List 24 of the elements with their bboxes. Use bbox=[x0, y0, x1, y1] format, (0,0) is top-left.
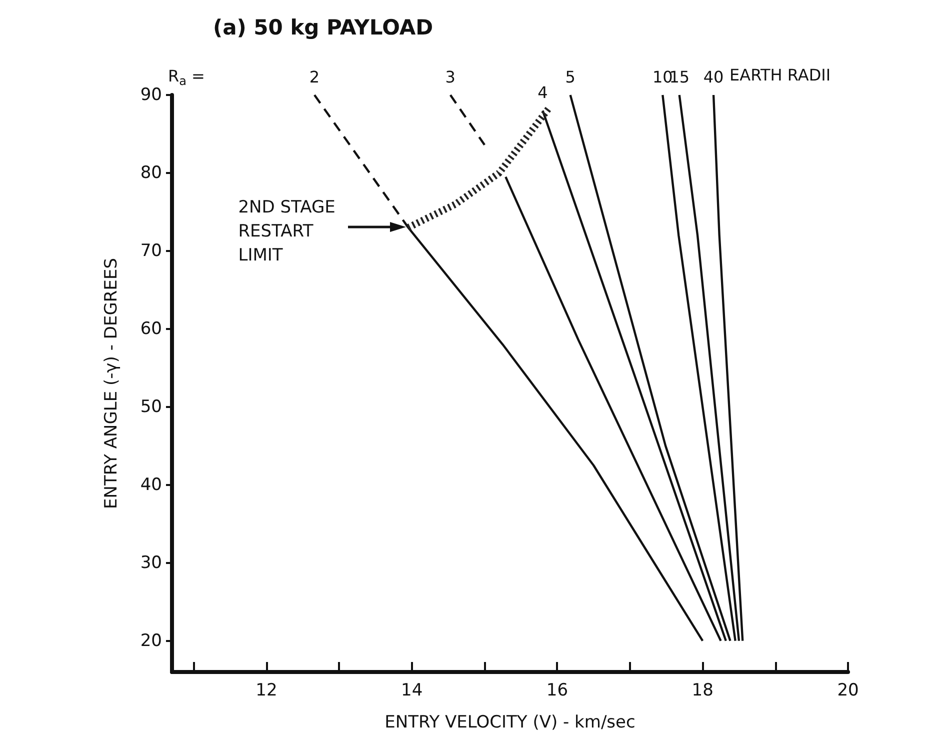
y-tick-label: 90 bbox=[140, 85, 162, 105]
series-label: 3 bbox=[445, 68, 456, 86]
x-tick-label: 14 bbox=[401, 680, 423, 700]
y-tick-label: 30 bbox=[140, 552, 162, 573]
x-axis-title: ENTRY VELOCITY (V) - km/sec bbox=[384, 712, 636, 732]
x-tick-label: 20 bbox=[837, 680, 859, 700]
series-label: 2 bbox=[309, 68, 320, 86]
annotation: 2ND STAGE RESTART LIMIT bbox=[238, 198, 336, 266]
y-tick-label: 70 bbox=[140, 240, 162, 261]
chart-title: (a) 50 kg PAYLOAD bbox=[213, 16, 434, 40]
x-tick-label: 12 bbox=[256, 680, 278, 700]
series-label: 40 bbox=[703, 68, 724, 86]
y-axis-title: ENTRY ANGLE (-γ) - DEGREES bbox=[102, 258, 122, 509]
y-tick-label: 20 bbox=[140, 630, 162, 651]
y-tick-label: 40 bbox=[140, 474, 162, 495]
series-label: 4 bbox=[538, 83, 548, 102]
y-tick-label: 60 bbox=[140, 318, 162, 339]
y-tick-label: 50 bbox=[140, 396, 162, 417]
y-tick-label: 80 bbox=[140, 162, 162, 183]
x-tick-label: 16 bbox=[546, 680, 568, 700]
series-label: 10 bbox=[652, 68, 673, 86]
series-label: 5 bbox=[565, 68, 576, 86]
text: EARTH RADII bbox=[730, 66, 831, 84]
x-tick-label: 18 bbox=[692, 680, 714, 700]
